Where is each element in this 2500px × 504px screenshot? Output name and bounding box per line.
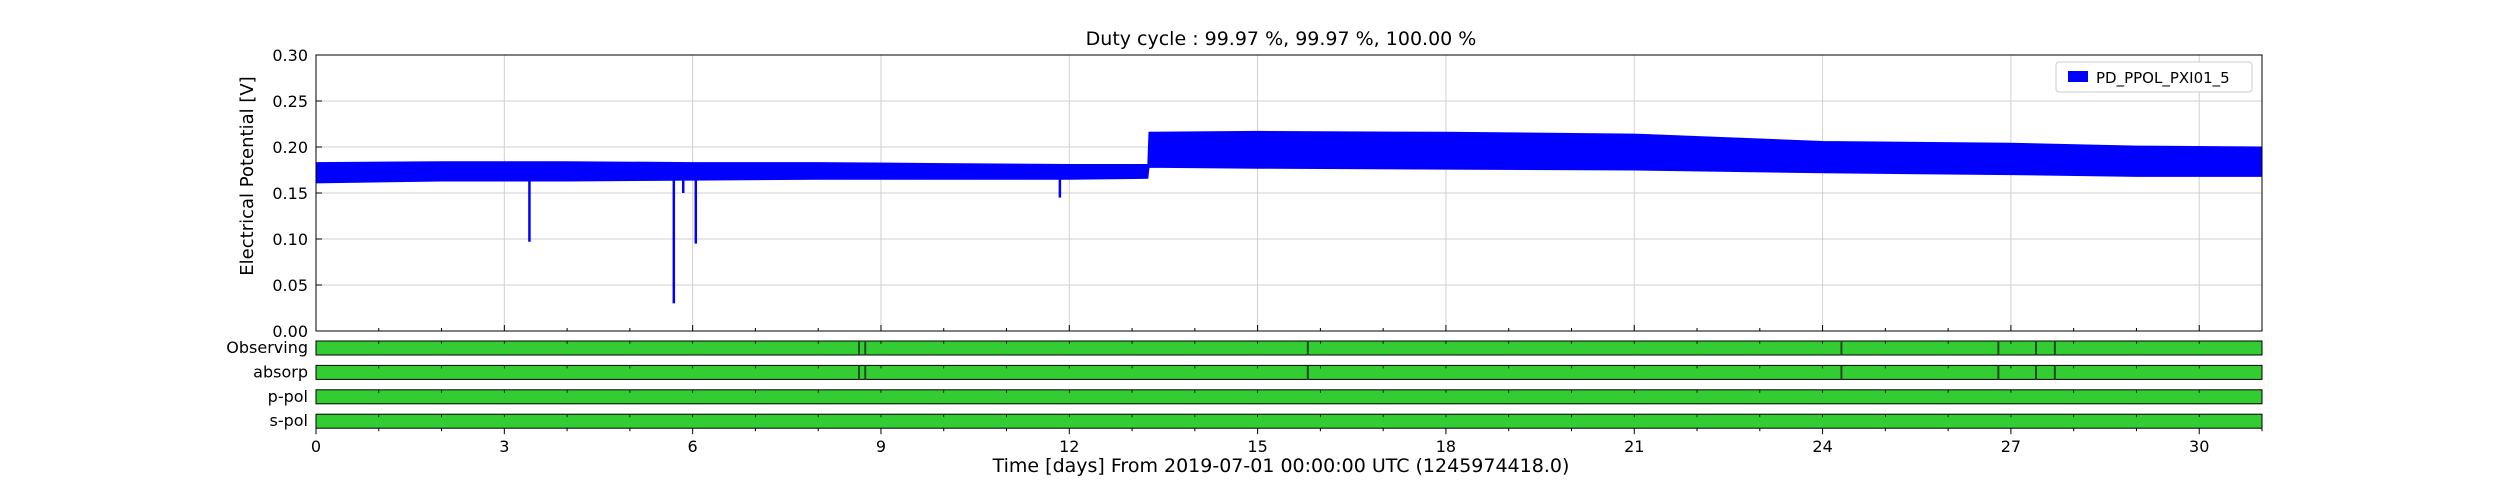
- segment-panels: Observing absorp p-pol s-pol: [226, 338, 2263, 430]
- segment-bar: [315, 340, 2263, 356]
- segment-label: absorp: [253, 362, 308, 381]
- x-tick-label: 27: [2001, 437, 2021, 456]
- main-plot: 0.00 0.05 0.10 0.15 0.20 0.25 0.30: [272, 46, 2263, 341]
- chart-title: Duty cycle : 99.97 %, 99.97 %, 100.00 %: [1086, 28, 1477, 50]
- x-tick-label: 0: [311, 437, 321, 456]
- segment-label: s-pol: [270, 411, 309, 430]
- x-tick-label: 15: [1247, 437, 1267, 456]
- x-tick-label: 30: [2189, 437, 2209, 456]
- x-tick-label: 21: [1624, 437, 1644, 456]
- y-axis-label: Electrical Potential [V]: [237, 76, 258, 275]
- y-tick-label: 0.00: [272, 322, 308, 341]
- x-axis-label: Time [days] From 2019-07-01 00:00:00 UTC…: [992, 455, 1570, 477]
- legend-box: [2055, 61, 2253, 93]
- legend-label: PD_PPOL_PXI01_5: [2096, 69, 2230, 88]
- x-tick-label: 24: [1812, 437, 1832, 456]
- x-tick-label: 9: [876, 437, 886, 456]
- x-tick-label: 6: [688, 437, 698, 456]
- y-tick-label: 0.10: [272, 230, 308, 249]
- y-tick-label: 0.05: [272, 276, 308, 295]
- x-tick-label: 12: [1059, 437, 1079, 456]
- y-tick-label: 0.20: [272, 138, 308, 157]
- legend-swatch: [2068, 71, 2088, 82]
- x-axis: 0 3 6 9 12 15 18 21 24 27 30: [311, 428, 2263, 456]
- y-tick-label: 0.15: [272, 184, 308, 203]
- x-tick-label: 3: [499, 437, 509, 456]
- segment-bar: [315, 389, 2263, 405]
- y-tick-label: 0.30: [272, 46, 308, 65]
- x-tick-label: 18: [1436, 437, 1456, 456]
- y-tick-label: 0.25: [272, 92, 308, 111]
- segment-bar: [315, 364, 2263, 380]
- legend: PD_PPOL_PXI01_5: [2055, 61, 2253, 93]
- segment-label: Observing: [226, 338, 308, 357]
- segment-label: p-pol: [268, 387, 308, 406]
- segment-bar: [315, 413, 2263, 429]
